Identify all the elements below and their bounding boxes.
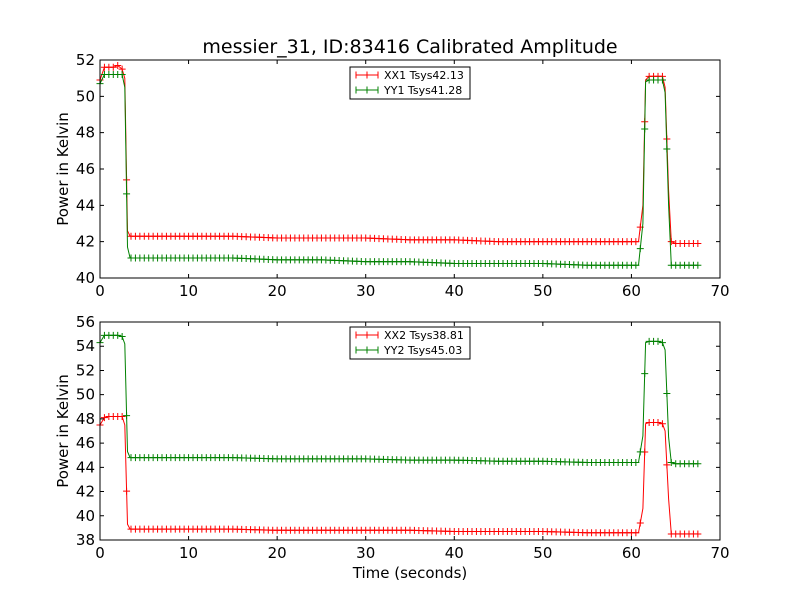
top-ytick-label-4: 48 <box>76 124 95 142</box>
bottom-series-1-point-122 <box>636 448 644 456</box>
top-xtick-label-1: 10 <box>179 282 198 300</box>
bottom-series-0-point-5 <box>118 412 126 420</box>
top-legend-swatch-0 <box>355 71 379 79</box>
top-ytick-label-3: 46 <box>76 160 95 178</box>
top-ytick-label-1: 42 <box>76 233 95 251</box>
bottom-series-0-point-127 <box>658 420 666 428</box>
top-series-0-point-3 <box>109 63 117 71</box>
bottom-series-1-point-6 <box>123 412 131 420</box>
bottom-xtick-label-5: 50 <box>533 544 552 562</box>
bottom-legend-swatch-0 <box>355 331 379 339</box>
bottom-series-0-point-122 <box>636 519 644 527</box>
bottom-chart: Power in Kelvin Time (seconds) 0 10 20 30 40… <box>54 313 730 582</box>
bottom-series-1-point-129 <box>667 458 675 466</box>
top-legend-label-0: XX1 Tsys42.13 <box>384 69 464 82</box>
top-series-0-point-4 <box>114 61 122 69</box>
bottom-xtick-label-2: 20 <box>268 544 287 562</box>
bottom-series-0-point-128 <box>663 461 671 469</box>
top-xtick-label-7: 70 <box>710 282 729 300</box>
bottom-chart-frame <box>99 321 721 541</box>
bottom-ytick-label-5: 48 <box>76 410 95 428</box>
bottom-chart-xlabel: Time (seconds) <box>352 564 468 582</box>
bottom-series-1-point-128 <box>663 389 671 397</box>
top-ytick-label-2: 44 <box>76 196 95 214</box>
bottom-ytick-label-8: 54 <box>76 337 95 355</box>
top-series-1-point-6 <box>123 190 131 198</box>
top-xtick-label-2: 20 <box>268 282 287 300</box>
bottom-ytick-label-3: 44 <box>76 458 95 476</box>
bottom-series-1-point-135 <box>694 460 702 468</box>
top-xtick-label-6: 60 <box>622 282 641 300</box>
top-xtick-label-5: 50 <box>533 282 552 300</box>
bottom-series-1-point-121 <box>632 458 640 466</box>
bottom-ytick-label-4: 46 <box>76 434 95 452</box>
bottom-series-0-point-121 <box>632 529 640 537</box>
top-legend-box <box>349 66 471 100</box>
bottom-chart-ylabel: Power in Kelvin <box>54 374 72 488</box>
bottom-series-0-point-126 <box>654 419 662 427</box>
top-series-1-point-121 <box>632 261 640 269</box>
bottom-series-1-point-126 <box>654 337 662 345</box>
bottom-series-1-point-123 <box>641 370 649 378</box>
bottom-ytick-label-1: 40 <box>76 507 95 525</box>
bottom-xtick-label-1: 10 <box>179 544 198 562</box>
bottom-series-1-point-4 <box>114 331 122 339</box>
top-series-0-point-135 <box>694 239 702 247</box>
bottom-xtick-label-0: 0 <box>95 544 105 562</box>
bottom-series-1-point-5 <box>118 333 126 341</box>
top-series-1-point-123 <box>641 125 649 133</box>
bottom-ytick-label-7: 52 <box>76 361 95 379</box>
bottom-legend-swatch-1 <box>355 346 379 354</box>
top-chart: Power in Kelvin 0 10 20 30 40 50 60 70 40 42 44 46 4… <box>54 51 730 300</box>
bottom-legend-box <box>349 326 471 360</box>
bottom-series-0-point-6 <box>123 487 131 495</box>
bottom-series-1-point-127 <box>658 339 666 347</box>
bottom-legend: XX2 Tsys38.81 YY2 Tsys45.03 <box>349 326 471 360</box>
bottom-ytick-label-2: 42 <box>76 483 95 501</box>
bottom-xtick-label-7: 70 <box>710 544 729 562</box>
bottom-legend-label-0: XX2 Tsys38.81 <box>384 329 464 342</box>
bottom-xtick-label-6: 60 <box>622 544 641 562</box>
top-xtick-label-4: 40 <box>445 282 464 300</box>
bottom-xtick-label-4: 40 <box>445 544 464 562</box>
top-legend-swatch-1 <box>355 86 379 94</box>
top-series-1-point-127 <box>658 76 666 84</box>
top-series-0-point-129 <box>667 238 675 246</box>
top-series-1-point-128 <box>663 145 671 153</box>
top-series-1-point-122 <box>636 245 644 253</box>
top-series-1-point-135 <box>694 261 702 269</box>
bottom-ytick-label-6: 50 <box>76 386 95 404</box>
bottom-series-1-markers <box>96 331 702 468</box>
top-ytick-label-5: 50 <box>76 87 95 105</box>
bottom-ytick-label-9: 56 <box>76 313 95 331</box>
bottom-xtick-label-3: 30 <box>356 544 375 562</box>
top-chart-title: messier_31, ID:83416 Calibrated Amplitud… <box>202 36 617 58</box>
top-series-0-point-121 <box>632 238 640 246</box>
top-legend: XX1 Tsys42.13 YY1 Tsys41.28 <box>349 66 471 100</box>
bottom-legend-label-1: YY2 Tsys45.03 <box>383 344 462 357</box>
bottom-ytick-label-0: 38 <box>76 531 95 549</box>
top-xtick-label-3: 30 <box>356 282 375 300</box>
bottom-series-0-point-135 <box>694 530 702 538</box>
bottom-series-0-point-1 <box>100 414 108 422</box>
bottom-series-0-markers <box>96 412 702 538</box>
top-ytick-label-0: 40 <box>76 269 95 287</box>
top-chart-ylabel: Power in Kelvin <box>54 112 72 226</box>
top-series-1-point-5 <box>118 71 126 79</box>
top-ytick-label-6: 52 <box>76 51 95 69</box>
top-xtick-label-0: 0 <box>95 282 105 300</box>
top-legend-label-1: YY1 Tsys41.28 <box>383 84 462 97</box>
